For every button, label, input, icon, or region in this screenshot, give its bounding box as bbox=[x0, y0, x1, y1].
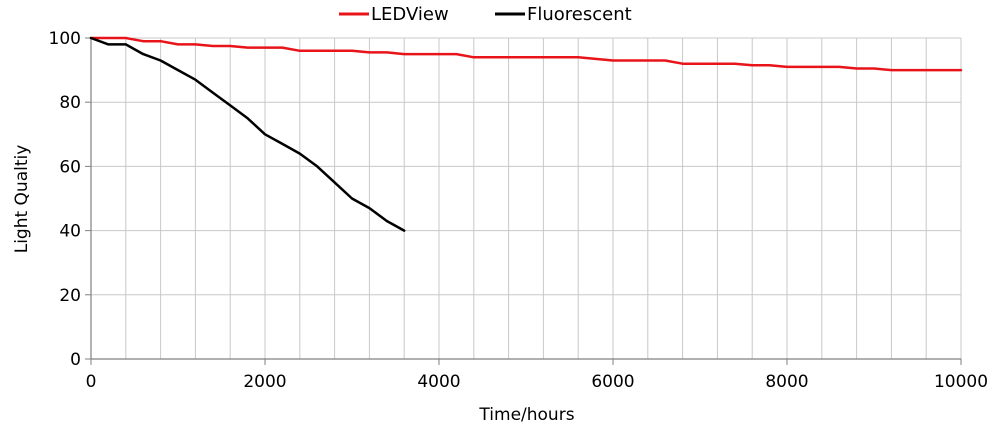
legend-label-fluorescent: Fluorescent bbox=[527, 4, 632, 25]
y-tick-label: 0 bbox=[70, 350, 81, 370]
y-tick-label: 100 bbox=[49, 29, 81, 49]
x-tick-label: 6000 bbox=[591, 372, 634, 392]
x-tick-label: 10000 bbox=[934, 372, 988, 392]
y-axis-title: Light Qualtiy bbox=[12, 145, 32, 254]
series-line-ledview bbox=[89, 36, 963, 72]
legend-label-ledview: LEDView bbox=[371, 4, 449, 25]
y-tick-label: 80 bbox=[59, 93, 81, 113]
x-axis-title: Time/hours bbox=[478, 405, 574, 425]
y-tick-label: 60 bbox=[59, 157, 81, 177]
x-tick-label: 4000 bbox=[417, 372, 460, 392]
y-tick-label: 40 bbox=[59, 222, 81, 242]
series-line-fluorescent bbox=[89, 36, 406, 232]
y-tick-label: 20 bbox=[59, 286, 81, 306]
x-tick-label: 2000 bbox=[243, 372, 286, 392]
x-tick-label: 8000 bbox=[765, 372, 808, 392]
x-tick-label: 0 bbox=[86, 372, 97, 392]
